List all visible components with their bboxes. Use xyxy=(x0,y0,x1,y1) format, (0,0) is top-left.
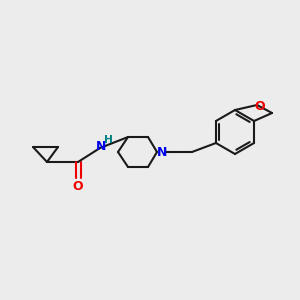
Text: H: H xyxy=(103,135,112,145)
Text: O: O xyxy=(255,100,265,113)
Text: O: O xyxy=(73,180,83,193)
Text: N: N xyxy=(157,146,167,158)
Text: N: N xyxy=(96,140,106,154)
